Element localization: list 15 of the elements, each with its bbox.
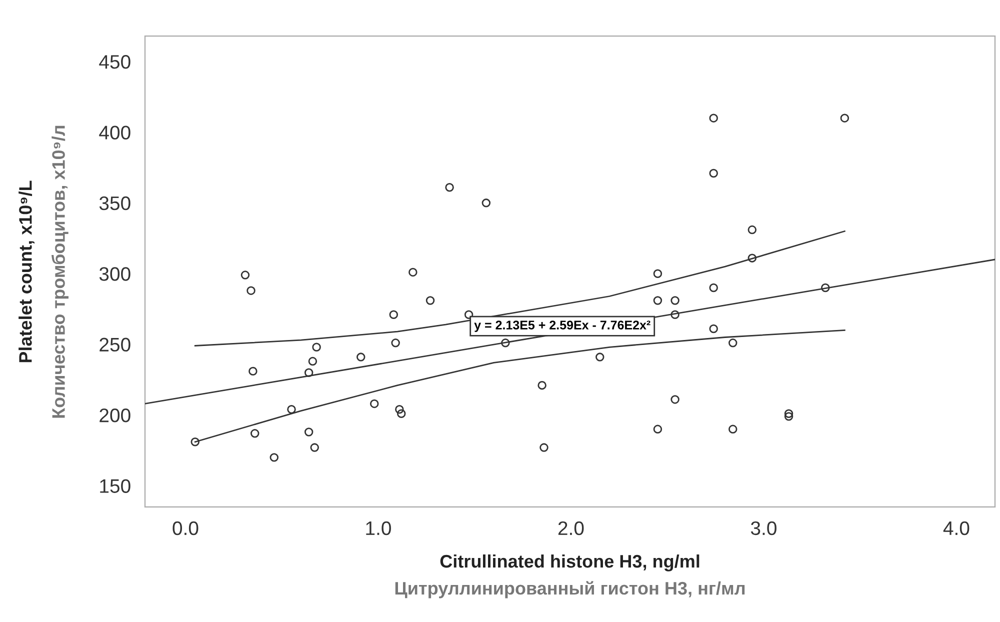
annotation: y = 2.13E5 + 2.59Ex - 7.76E2x² (474, 320, 650, 332)
y-tick-label: 200 (100, 408, 130, 422)
y-tick-label: 400 (99, 126, 130, 140)
y-tick-label: 450 (99, 54, 130, 69)
y-tick-label: 300 (99, 267, 130, 281)
x-tick-label: 3.0 (750, 521, 776, 536)
x-tick-label: 2.0 (558, 521, 584, 536)
x-axis-title: Citrullinated histone H3, ng/ml Цитруллинированный гистон Н3, нг/мл (395, 554, 745, 598)
x-tick-label: 4.0 (943, 521, 970, 536)
y-tick-label: 250 (100, 338, 130, 352)
x-tick-label: 1.0 (366, 521, 391, 536)
y-tick-label: 350 (99, 196, 130, 210)
x-tick-label: 0.0 (172, 521, 198, 536)
y-axis-title: Platelet count, x10⁹/L Количество тромбоцитов, x10⁹/л (18, 126, 68, 418)
y-tick-label: 150 (100, 479, 130, 493)
